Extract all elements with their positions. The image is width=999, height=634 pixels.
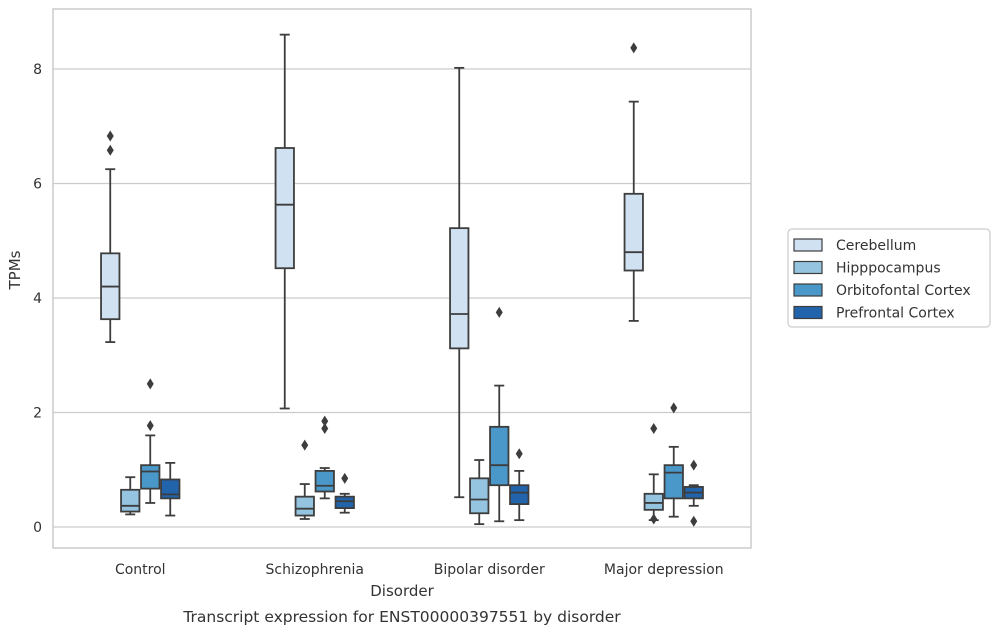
legend-swatch xyxy=(793,283,823,297)
outlier-point xyxy=(515,448,523,460)
box-body xyxy=(274,147,295,270)
outlier-point xyxy=(301,439,309,451)
box-prefrontal-cortex-control xyxy=(160,461,181,517)
box-body xyxy=(120,488,141,513)
outlier-point xyxy=(321,415,329,427)
box-cerebellum-control xyxy=(100,130,121,343)
legend-swatch xyxy=(793,260,823,275)
box-prefrontal-cortex-major-depression xyxy=(683,459,704,527)
y-tick-label: 0 xyxy=(33,520,42,536)
outlier-point xyxy=(650,513,658,525)
legend-swatch xyxy=(793,238,823,252)
y-tick-label: 6 xyxy=(33,177,42,193)
box-body xyxy=(509,484,530,505)
box-hipppocampus-major-depression xyxy=(643,423,664,525)
outlier-point xyxy=(630,42,638,54)
plot-frame xyxy=(52,8,752,549)
outlier-point xyxy=(690,515,698,527)
box-body xyxy=(160,478,181,500)
box-hipppocampus-control xyxy=(120,476,141,516)
outlier-point xyxy=(106,130,114,142)
box-cerebellum-schizophrenia xyxy=(274,33,295,410)
plot-area: 0 2 4 6 8 Control Schizophrenia Bipolar disorde… xyxy=(33,8,752,578)
box-orbitofontal-cortex-control xyxy=(140,378,161,504)
legend: Cerebellum Hipppocampus Orbitofontal Corte… xyxy=(787,228,991,328)
legend-label: Orbitofontal Cortex xyxy=(836,283,971,299)
box-hipppocampus-schizophrenia xyxy=(294,439,315,520)
outlier-point xyxy=(106,144,114,156)
legend-label: Prefrontal Cortex xyxy=(836,306,955,322)
x-tick-label: Control xyxy=(115,562,166,578)
legend-label: Cerebellum xyxy=(836,238,916,254)
outlier-point xyxy=(670,402,678,414)
box-hipppocampus-bipolar-disorder xyxy=(469,459,490,526)
y-axis-label: TPMs xyxy=(6,250,24,290)
outlier-point xyxy=(146,378,154,390)
box-body xyxy=(643,492,664,511)
y-tick-label: 2 xyxy=(33,406,42,422)
box-body xyxy=(314,469,335,493)
box-orbitofontal-cortex-major-depression xyxy=(663,402,684,518)
box-cerebellum-major-depression xyxy=(623,42,644,322)
outlier-point xyxy=(321,423,329,435)
box-body xyxy=(449,227,470,350)
x-tick-label: Major depression xyxy=(604,562,724,578)
box-prefrontal-cortex-bipolar-disorder xyxy=(509,448,530,522)
box-body xyxy=(623,192,644,272)
chart-caption: Transcript expression for ENST0000039755… xyxy=(182,608,621,626)
legend-box xyxy=(787,228,991,328)
outlier-point xyxy=(146,420,154,432)
box-body xyxy=(489,425,510,487)
outlier-point xyxy=(690,459,698,471)
outlier-point xyxy=(341,472,349,484)
outlier-point xyxy=(650,423,658,435)
box-cerebellum-bipolar-disorder xyxy=(449,66,470,499)
outlier-point xyxy=(495,306,503,318)
box-orbitofontal-cortex-bipolar-disorder xyxy=(489,306,510,523)
box-body xyxy=(469,477,490,515)
box-orbitofontal-cortex-schizophrenia xyxy=(314,415,335,500)
x-tick-label: Bipolar disorder xyxy=(434,562,545,578)
y-tick-label: 4 xyxy=(33,291,42,307)
legend-label: Hipppocampus xyxy=(836,261,941,277)
box-body xyxy=(663,464,684,500)
box-body xyxy=(294,495,315,517)
box-body xyxy=(334,495,355,510)
box-body xyxy=(140,464,161,490)
legend-swatch xyxy=(793,305,823,320)
y-tick-label: 8 xyxy=(33,62,42,78)
x-axis-label: Disorder xyxy=(370,582,434,600)
box-prefrontal-cortex-schizophrenia xyxy=(334,472,355,514)
x-tick-label: Schizophrenia xyxy=(266,562,364,578)
